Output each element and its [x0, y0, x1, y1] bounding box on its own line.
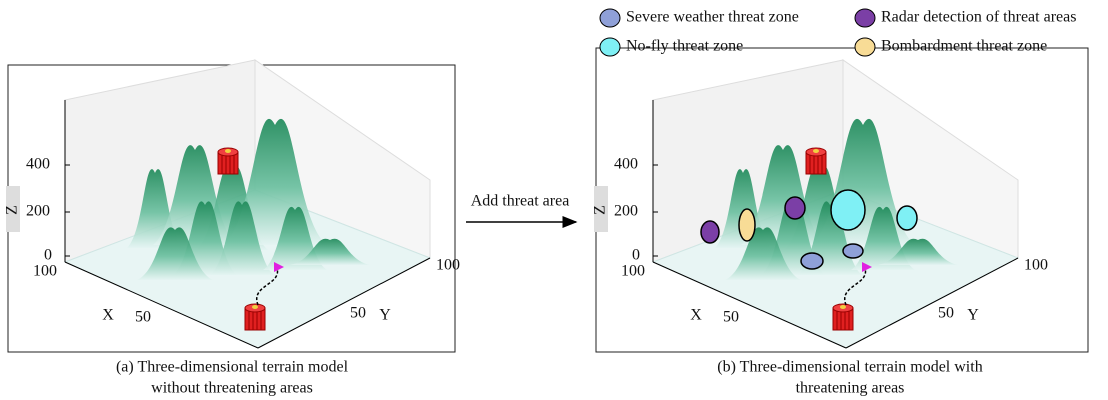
z-tick-label: 200	[614, 203, 638, 220]
arrow-label: Add threat area	[471, 193, 570, 210]
threat-zone	[701, 221, 719, 243]
figure: Add threat area 0 200 400 Z 100 50 X 50 100 Y (a) …	[0, 0, 1108, 400]
tower-light	[225, 149, 231, 153]
tower-light	[840, 305, 846, 309]
tower-light	[252, 305, 258, 309]
threat-zone	[801, 253, 823, 269]
threat-zone	[785, 197, 805, 219]
x-label: X	[690, 307, 702, 324]
threat-zone	[843, 244, 863, 258]
y-tick-label: 100	[1024, 257, 1048, 274]
legend-swatch	[855, 9, 875, 27]
x-tick-label: 50	[723, 309, 739, 326]
threat-zone	[831, 190, 865, 230]
threat-zone	[739, 209, 755, 241]
x-tick-label: 100	[33, 263, 57, 280]
y-tick-label: 50	[350, 305, 366, 322]
legend-label: No-fly threat zone	[626, 38, 743, 55]
caption: (a) Three-dimensional terrain model	[116, 359, 349, 376]
y-tick-label: 50	[938, 305, 954, 322]
legend-swatch	[600, 9, 620, 27]
z-tick-label: 0	[632, 247, 640, 264]
z-tick-label: 0	[44, 247, 52, 264]
x-tick-label: 100	[621, 263, 645, 280]
tower-light	[813, 149, 819, 153]
z-label: Z	[4, 205, 21, 215]
legend-label: Radar detection of threat areas	[881, 9, 1076, 26]
legend-label: Severe weather threat zone	[626, 9, 799, 26]
z-tick-label: 400	[26, 156, 50, 173]
threat-zone	[897, 206, 917, 230]
legend-label: Bombardment threat zone	[881, 38, 1047, 55]
caption: without threatening areas	[151, 380, 313, 397]
z-label: Z	[592, 205, 609, 215]
x-label: X	[102, 307, 114, 324]
y-tick-label: 100	[436, 257, 460, 274]
caption: threatening areas	[796, 380, 905, 397]
y-label: Y	[379, 307, 391, 324]
legend-swatch	[855, 38, 875, 56]
z-tick-label: 200	[26, 203, 50, 220]
z-tick-label: 400	[614, 156, 638, 173]
legend-swatch	[600, 38, 620, 56]
x-tick-label: 50	[135, 309, 151, 326]
y-label: Y	[967, 307, 979, 324]
caption: (b) Three-dimensional terrain model with	[717, 359, 982, 376]
